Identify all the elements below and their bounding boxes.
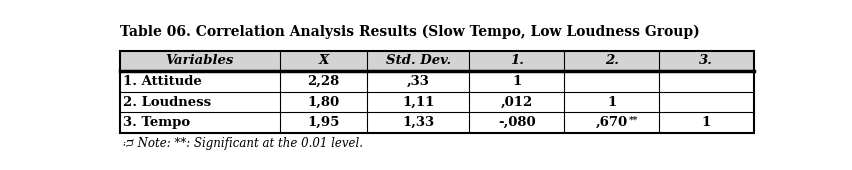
Text: Variables: Variables [165,54,234,67]
Text: 1. Attitude: 1. Attitude [123,75,202,88]
Text: 1: 1 [607,96,616,109]
Text: Table 06. Correlation Analysis Results (Slow Tempo, Low Loudness Group): Table 06. Correlation Analysis Results (… [119,24,699,39]
Text: 1,11: 1,11 [402,96,435,109]
Bar [119,112,754,133]
Text: 1: 1 [512,75,521,88]
Text: 2. Loudness: 2. Loudness [123,96,211,109]
Text: ,670: ,670 [596,116,628,129]
Text: 1: 1 [701,116,711,129]
Text: ᴞ Note: **: Significant at the 0.01 level.: ᴞ Note: **: Significant at the 0.01 leve… [123,137,363,150]
Text: -,080: -,080 [498,116,536,129]
Text: 3. Tempo: 3. Tempo [123,116,190,129]
Bar [119,50,754,71]
Text: 1.: 1. [509,54,524,67]
Text: ,33: ,33 [407,75,430,88]
Bar [119,50,754,133]
Bar [119,71,754,92]
Text: 1,80: 1,80 [308,96,340,109]
Text: X̅: X̅ [319,54,329,67]
Text: **: ** [629,115,638,124]
Bar [119,92,754,112]
Text: 1,95: 1,95 [308,116,340,129]
Text: 3.: 3. [699,54,713,67]
Text: 2,28: 2,28 [308,75,340,88]
Text: ,012: ,012 [501,96,532,109]
Text: 2.: 2. [605,54,619,67]
Text: Std. Dev.: Std. Dev. [386,54,451,67]
Text: 1,33: 1,33 [402,116,435,129]
